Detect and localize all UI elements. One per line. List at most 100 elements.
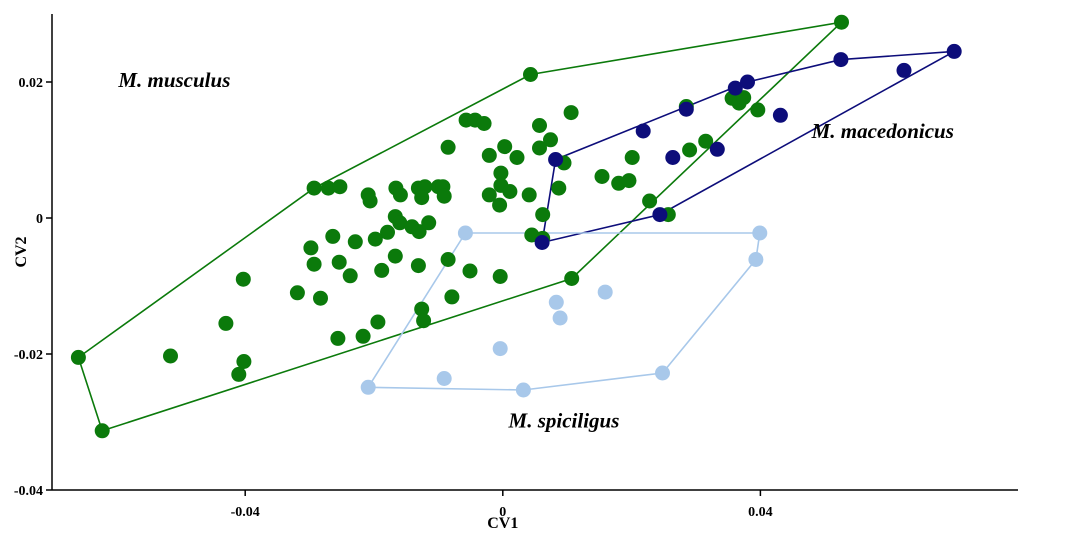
data-points bbox=[70, 14, 962, 439]
data-point bbox=[387, 248, 403, 264]
data-point bbox=[551, 180, 567, 196]
data-point bbox=[624, 150, 640, 165]
y-tick-label: 0.02 bbox=[19, 76, 44, 91]
data-point bbox=[548, 152, 564, 167]
data-point bbox=[772, 107, 788, 123]
data-point bbox=[231, 366, 247, 382]
data-point bbox=[440, 139, 456, 155]
data-point bbox=[665, 150, 681, 165]
data-point bbox=[523, 67, 538, 82]
data-point bbox=[752, 225, 768, 241]
data-point bbox=[492, 269, 508, 284]
data-point bbox=[481, 187, 497, 203]
data-point bbox=[833, 52, 849, 68]
data-point bbox=[642, 193, 658, 209]
data-point bbox=[370, 314, 386, 330]
m-spiciligus-series bbox=[360, 225, 768, 398]
data-point bbox=[492, 341, 508, 357]
data-point bbox=[476, 116, 492, 131]
data-point bbox=[236, 354, 252, 369]
data-point bbox=[313, 290, 328, 306]
data-point bbox=[594, 169, 610, 184]
data-point bbox=[411, 224, 427, 240]
data-point bbox=[392, 187, 408, 203]
y-axis-label: CV2 bbox=[13, 236, 30, 267]
data-point bbox=[698, 133, 714, 149]
data-point bbox=[436, 371, 452, 386]
data-point bbox=[362, 193, 378, 209]
data-point bbox=[462, 263, 478, 279]
data-point bbox=[94, 423, 110, 439]
data-point bbox=[532, 118, 547, 133]
y-tick-label: 0 bbox=[36, 212, 43, 227]
data-point bbox=[678, 101, 694, 117]
data-point bbox=[502, 184, 518, 199]
data-point bbox=[289, 285, 305, 301]
data-point bbox=[652, 207, 668, 223]
data-point bbox=[563, 105, 579, 121]
m-macedonicus-series bbox=[534, 43, 962, 250]
x-axis-label: CV1 bbox=[487, 515, 518, 532]
axes bbox=[51, 14, 1018, 491]
data-point bbox=[748, 252, 764, 267]
data-point bbox=[421, 215, 437, 231]
species-labels: M. musculus M. macedonicus M. spiciligus bbox=[117, 68, 954, 433]
data-point bbox=[532, 140, 547, 156]
data-point bbox=[436, 188, 452, 204]
data-point bbox=[492, 197, 508, 213]
data-point bbox=[355, 328, 371, 344]
data-point bbox=[896, 62, 912, 78]
x-tick-label: 0 bbox=[499, 505, 506, 520]
data-point bbox=[218, 315, 234, 331]
data-point bbox=[367, 231, 383, 247]
species-label-m-musculus: M. musculus bbox=[117, 68, 230, 92]
data-point bbox=[548, 294, 564, 310]
data-point bbox=[163, 348, 178, 364]
data-point bbox=[440, 252, 456, 267]
data-point bbox=[534, 235, 550, 250]
data-point bbox=[727, 80, 743, 96]
data-point bbox=[416, 313, 432, 329]
data-point bbox=[515, 382, 531, 398]
data-point bbox=[521, 187, 537, 203]
data-point bbox=[360, 379, 376, 395]
data-point bbox=[331, 254, 347, 270]
data-point bbox=[306, 180, 322, 196]
data-point bbox=[946, 43, 962, 59]
data-point bbox=[70, 349, 86, 365]
data-point bbox=[330, 330, 346, 346]
data-point bbox=[457, 225, 473, 241]
data-point bbox=[497, 139, 513, 155]
data-point bbox=[750, 102, 766, 118]
y-tick-label: -0.04 bbox=[14, 484, 43, 499]
data-point bbox=[543, 132, 558, 148]
data-point bbox=[535, 207, 551, 223]
data-point bbox=[552, 310, 568, 326]
data-point bbox=[621, 173, 637, 189]
data-point bbox=[380, 224, 395, 240]
data-point bbox=[564, 271, 580, 286]
data-point bbox=[347, 234, 363, 250]
data-point bbox=[414, 301, 430, 317]
data-point bbox=[342, 268, 358, 284]
data-point bbox=[635, 123, 651, 139]
species-label-m-spiciligus: M. spiciligus bbox=[508, 408, 620, 432]
x-tick-label: 0.04 bbox=[748, 505, 773, 520]
data-point bbox=[509, 150, 525, 165]
data-point bbox=[834, 14, 849, 30]
x-axis-ticks: -0.04 0 0.04 bbox=[231, 490, 773, 520]
y-axis-ticks: -0.04 -0.02 0 0.02 bbox=[14, 76, 52, 499]
data-point bbox=[493, 165, 509, 181]
data-point bbox=[597, 284, 613, 300]
data-point bbox=[325, 228, 341, 244]
data-point bbox=[682, 142, 698, 158]
data-point bbox=[481, 147, 497, 163]
data-point bbox=[740, 74, 755, 90]
data-point bbox=[410, 258, 426, 274]
data-point bbox=[332, 179, 348, 195]
data-point bbox=[303, 240, 319, 256]
data-point bbox=[709, 141, 725, 157]
data-point bbox=[414, 190, 430, 206]
data-point bbox=[392, 215, 408, 231]
